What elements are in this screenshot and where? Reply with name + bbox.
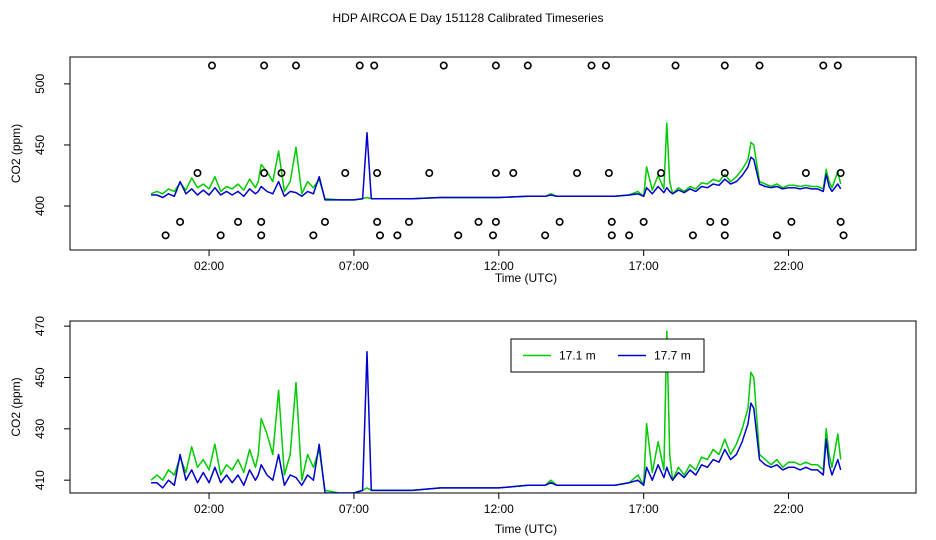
x-tick-label: 07:00 bbox=[339, 502, 369, 516]
flag-marker bbox=[706, 217, 715, 226]
flag-marker bbox=[541, 231, 550, 240]
flag-marker bbox=[839, 231, 848, 240]
panel-bottom: 02:00 07:00 12:00 17:00 22:00 410 430 450 470 Tim… bbox=[9, 316, 917, 536]
series-line-0 bbox=[150, 122, 842, 201]
flag-marker bbox=[607, 231, 616, 240]
x-tick-label: 17:00 bbox=[629, 259, 659, 273]
flag-marker bbox=[819, 61, 828, 70]
y-tick-label: 400 bbox=[33, 196, 47, 216]
flag-marker bbox=[176, 217, 185, 226]
flag-marker bbox=[404, 217, 413, 226]
flag-marker bbox=[216, 231, 225, 240]
panel-top: 02:00 07:00 12:00 17:00 22:00 400 450 500 Time (… bbox=[9, 56, 917, 285]
legend-label-1: 17.7 m bbox=[654, 349, 691, 363]
flag-marker bbox=[234, 217, 243, 226]
flag-marker bbox=[341, 169, 350, 178]
flag-marker bbox=[257, 217, 266, 226]
flag-marker bbox=[639, 217, 648, 226]
flag-marker bbox=[772, 231, 781, 240]
y-tick-label: 450 bbox=[33, 135, 47, 155]
flag-marker bbox=[587, 61, 596, 70]
flag-marker bbox=[604, 169, 613, 178]
flag-marker bbox=[509, 169, 518, 178]
flag-marker bbox=[454, 231, 463, 240]
flag-marker bbox=[720, 231, 729, 240]
flag-marker bbox=[787, 217, 796, 226]
flag-marker bbox=[474, 217, 483, 226]
flag-marker bbox=[260, 169, 269, 178]
figure-title: HDP AIRCOA E Day 151128 Calibrated Times… bbox=[332, 11, 603, 25]
flag-marker bbox=[193, 169, 202, 178]
flag-marker bbox=[836, 217, 845, 226]
flag-marker bbox=[488, 231, 497, 240]
flag-marker bbox=[370, 61, 379, 70]
flag-marker bbox=[376, 231, 385, 240]
flag-marker bbox=[523, 61, 532, 70]
flag-marker bbox=[657, 169, 666, 178]
flag-marker bbox=[755, 61, 764, 70]
flag-marker bbox=[425, 169, 434, 178]
flag-marker bbox=[573, 169, 582, 178]
x-tick-label: 17:00 bbox=[629, 502, 659, 516]
x-tick-label: 12:00 bbox=[484, 259, 514, 273]
flag-marker bbox=[207, 61, 216, 70]
flag-marker bbox=[491, 61, 500, 70]
y-axis-label: CO2 (ppm) bbox=[9, 377, 23, 436]
flag-marker bbox=[801, 169, 810, 178]
flag-marker bbox=[439, 61, 448, 70]
flag-marker bbox=[836, 169, 845, 178]
y-tick-label: 430 bbox=[33, 418, 47, 438]
y-tick-label: 500 bbox=[33, 74, 47, 94]
x-tick-label: 22:00 bbox=[774, 259, 804, 273]
flag-marker bbox=[833, 61, 842, 70]
flag-marker bbox=[291, 61, 300, 70]
flag-marker bbox=[277, 169, 286, 178]
x-axis-label: Time (UTC) bbox=[495, 522, 557, 536]
y-tick-label: 470 bbox=[33, 316, 47, 336]
x-tick-label: 12:00 bbox=[484, 502, 514, 516]
x-tick-label: 22:00 bbox=[774, 502, 804, 516]
series-line-1 bbox=[151, 131, 842, 201]
x-tick-label: 07:00 bbox=[339, 259, 369, 273]
flag-marker bbox=[720, 169, 729, 178]
flag-marker bbox=[671, 61, 680, 70]
x-axis-label: Time (UTC) bbox=[495, 271, 557, 285]
flag-marker bbox=[355, 61, 364, 70]
x-tick-label: 02:00 bbox=[194, 259, 224, 273]
series-line-0 bbox=[150, 330, 842, 493]
flag-marker bbox=[720, 217, 729, 226]
flag-marker bbox=[161, 231, 170, 240]
flag-marker bbox=[257, 231, 266, 240]
flag-marker bbox=[555, 217, 564, 226]
legend-label-0: 17.1 m bbox=[559, 349, 596, 363]
y-axis-label: CO2 (ppm) bbox=[9, 124, 23, 183]
y-tick-label: 410 bbox=[33, 470, 47, 490]
flag-marker bbox=[688, 231, 697, 240]
flag-marker bbox=[607, 217, 616, 226]
flag-marker bbox=[373, 217, 382, 226]
flag-marker bbox=[625, 231, 634, 240]
flag-marker bbox=[309, 231, 318, 240]
series-line-1 bbox=[151, 351, 842, 493]
flag-marker bbox=[260, 61, 269, 70]
flag-marker bbox=[393, 231, 402, 240]
flag-marker bbox=[320, 217, 329, 226]
flag-marker bbox=[373, 169, 382, 178]
plot-frame bbox=[69, 56, 917, 251]
x-tick-label: 02:00 bbox=[194, 502, 224, 516]
flag-marker bbox=[720, 61, 729, 70]
flag-marker bbox=[491, 169, 500, 178]
flag-marker bbox=[491, 217, 500, 226]
flag-marker bbox=[601, 61, 610, 70]
y-tick-label: 450 bbox=[33, 367, 47, 387]
plot-frame bbox=[69, 320, 917, 494]
